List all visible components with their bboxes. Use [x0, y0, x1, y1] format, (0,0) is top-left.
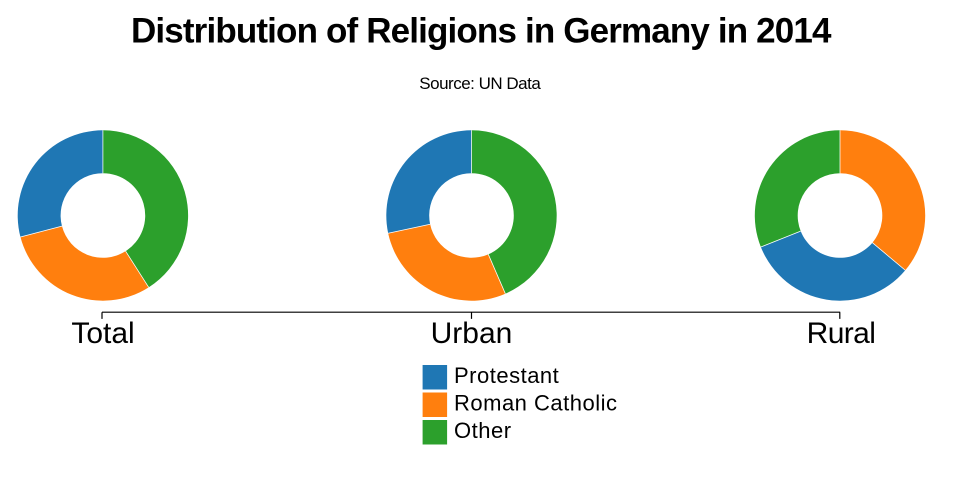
svg-text:Source: UN Data: Source: UN Data [419, 74, 541, 93]
svg-text:Roman Catholic: Roman Catholic [454, 391, 618, 416]
svg-text:Total: Total [71, 317, 134, 350]
svg-text:Protestant: Protestant [454, 363, 559, 388]
svg-text:Distribution of Religions in G: Distribution of Religions in Germany in … [131, 12, 832, 51]
svg-text:Other: Other [454, 418, 512, 443]
svg-text:Rural: Rural [807, 317, 876, 350]
svg-text:Urban: Urban [431, 317, 513, 350]
